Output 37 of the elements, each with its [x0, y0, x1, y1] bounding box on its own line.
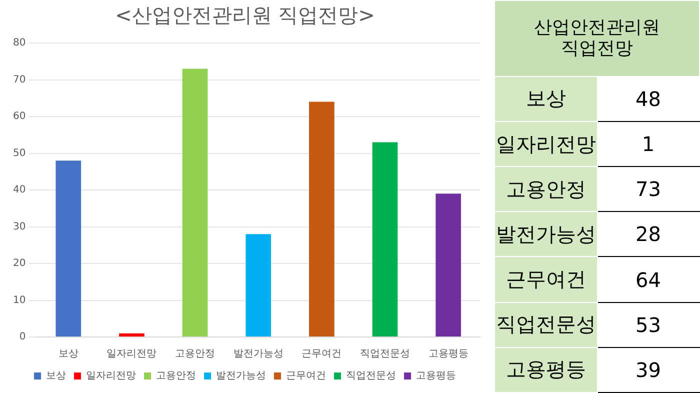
legend-label: 보상: [46, 370, 66, 382]
y-tick-label: 70: [12, 74, 26, 86]
legend-label: 고용안정: [156, 370, 196, 382]
x-tick-label: 고용평등: [428, 348, 468, 360]
data-label: 1: [597, 121, 700, 167]
legend-label: 고용평등: [416, 370, 456, 382]
legend-label: 근무여건: [286, 370, 326, 382]
y-tick-label: 10: [12, 294, 26, 306]
data-label: 28: [597, 212, 700, 257]
y-tick-label: 80: [12, 38, 26, 49]
x-tick-label: 직업전문성: [360, 348, 410, 360]
data-label: 73: [597, 166, 700, 212]
data-label: 64: [597, 256, 700, 302]
data-label: 39: [597, 347, 700, 392]
x-tick-label: 일자리전망: [106, 348, 157, 360]
y-tick-label: 20: [12, 258, 26, 270]
chart-title: <산업안전관리원 직업전망>: [115, 3, 375, 28]
category-label: 고용안정: [494, 166, 597, 212]
x-tick-label: 고용안정: [175, 348, 216, 360]
y-tick-label: 50: [12, 148, 26, 159]
category-label: 발전가능성: [494, 212, 597, 257]
x-tick-label: 보상: [58, 348, 78, 360]
y-tick-label: 40: [12, 184, 26, 196]
y-tick-label: 30: [12, 221, 26, 232]
category-label: 근무여건: [494, 256, 597, 302]
legend-label: 일자리전망: [86, 370, 136, 382]
text: 산업안전관리원 직업전망: [494, 0, 700, 76]
legend-label: 직업전문성: [346, 370, 396, 382]
data-label: 53: [597, 302, 700, 348]
y-tick-label: 0: [19, 332, 26, 343]
x-tick-label: 발전가능성: [233, 348, 284, 360]
x-tick-label: 근무여건: [302, 348, 342, 360]
category-label: 일자리전망: [494, 121, 597, 167]
legend-label: 발전가능성: [216, 370, 266, 382]
data-label: 48: [597, 76, 700, 122]
y-tick-label: 60: [12, 111, 26, 122]
category-label: 보상: [494, 76, 597, 122]
